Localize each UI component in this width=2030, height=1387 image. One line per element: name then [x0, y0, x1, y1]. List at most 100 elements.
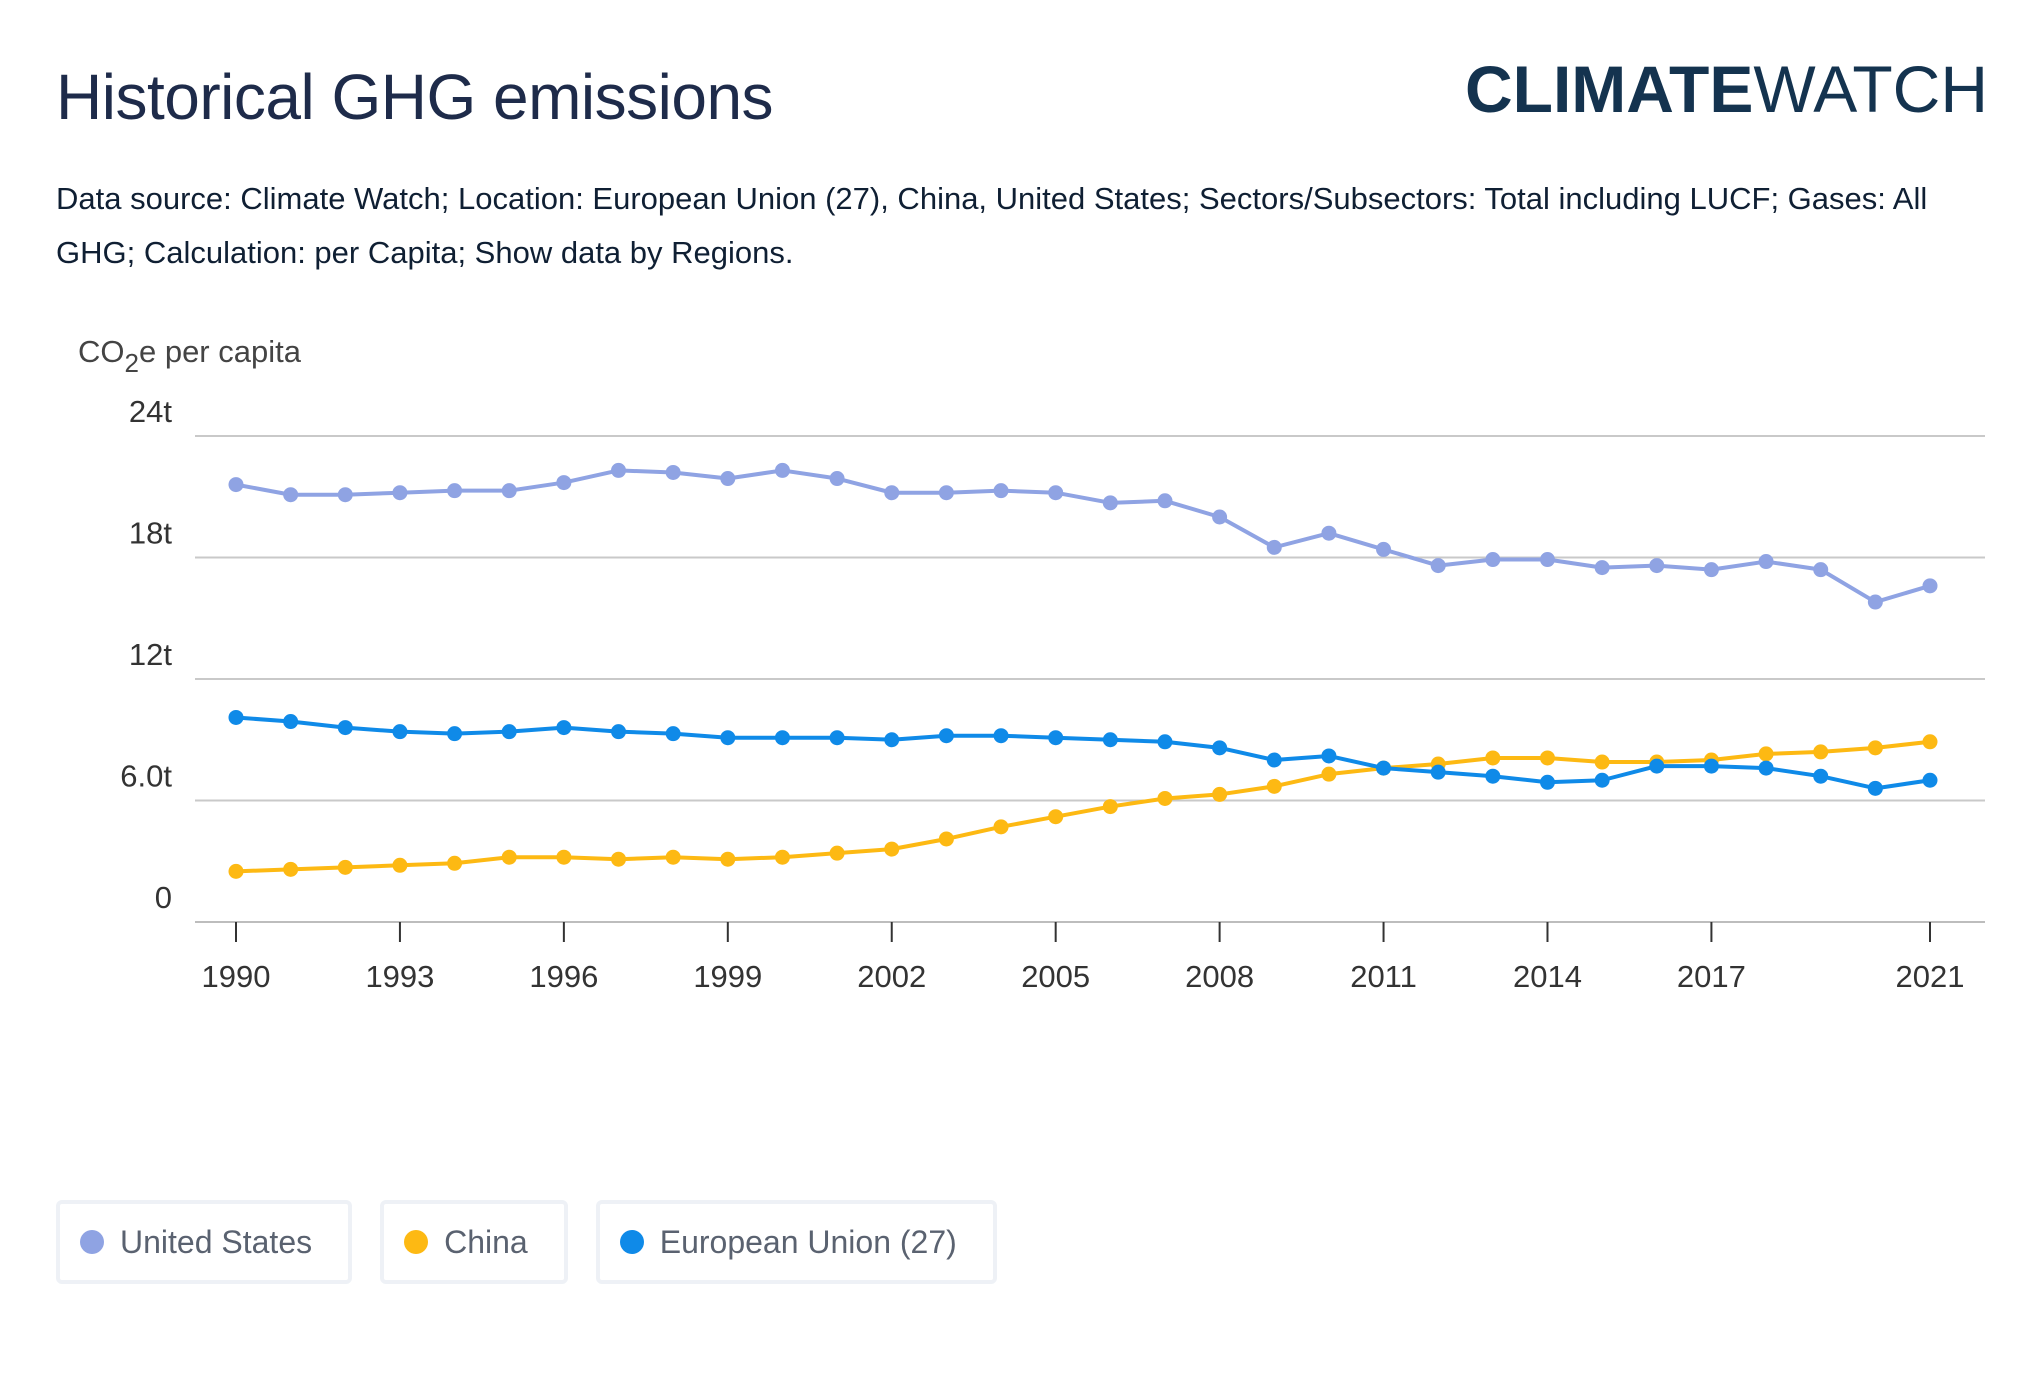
data-point: [774, 730, 790, 746]
legend-item-european-union-27[interactable]: European Union (27): [595, 1200, 997, 1284]
data-point: [829, 845, 845, 861]
data-point: [1266, 752, 1282, 768]
data-point: [720, 730, 736, 746]
series-european-union-27: [228, 709, 1938, 796]
data-point: [1813, 562, 1829, 578]
y-axis-label-pre: CO: [78, 334, 125, 369]
data-point: [1157, 734, 1173, 750]
chart-title: Historical GHG emissions: [56, 61, 774, 133]
data-point: [1758, 554, 1774, 570]
data-point: [392, 857, 408, 873]
data-point: [774, 849, 790, 865]
data-point: [774, 462, 790, 478]
x-tick-label: 1996: [529, 959, 598, 994]
data-point: [392, 724, 408, 740]
data-point: [1922, 734, 1938, 750]
data-point: [556, 475, 572, 491]
data-point: [1212, 509, 1228, 525]
legend-item-china[interactable]: China: [380, 1200, 568, 1284]
data-point: [1485, 750, 1501, 766]
data-point: [447, 483, 463, 499]
y-tick-label: 12t: [129, 637, 172, 672]
data-point: [337, 859, 353, 875]
data-point: [392, 485, 408, 501]
legend-item-united-states[interactable]: United States: [56, 1200, 353, 1284]
data-point: [1594, 754, 1610, 770]
data-point: [1376, 760, 1392, 776]
data-point: [1321, 748, 1337, 764]
data-point: [228, 709, 244, 725]
x-tick-label: 2002: [857, 959, 926, 994]
series-line: [235, 715, 1931, 791]
data-point: [1758, 746, 1774, 762]
legend-label: European Union (27): [659, 1223, 957, 1260]
data-point: [1867, 780, 1883, 796]
data-point: [501, 483, 517, 499]
series-group: [228, 462, 1938, 879]
logo-text-light: WATCH: [1753, 52, 1988, 126]
data-point: [1539, 552, 1555, 568]
data-point: [1321, 525, 1337, 541]
data-point: [938, 728, 954, 744]
logo-text-bold: CLIMATE: [1464, 52, 1754, 126]
data-point: [829, 730, 845, 746]
legend-dot-icon: [619, 1230, 644, 1254]
data-point: [829, 471, 845, 487]
data-point: [665, 464, 681, 480]
data-point: [611, 462, 627, 478]
series-line: [235, 468, 1931, 605]
legend-label: China: [444, 1223, 528, 1260]
data-point: [993, 483, 1009, 499]
data-point: [228, 863, 244, 879]
data-point: [1758, 760, 1774, 776]
data-point: [1430, 764, 1446, 780]
data-point: [1703, 758, 1719, 774]
x-tick-label: 2014: [1513, 959, 1582, 994]
data-point: [337, 487, 353, 503]
data-source-text: Data source: Climate Watch; Location: Eu…: [56, 181, 1928, 270]
data-point: [1376, 541, 1392, 557]
y-tick-labels: 0 6.0t 12t 18t 24t: [120, 394, 172, 915]
data-point: [1539, 774, 1555, 790]
data-point: [611, 851, 627, 867]
data-point: [1048, 730, 1064, 746]
data-point: [283, 861, 299, 877]
data-point: [611, 724, 627, 740]
y-tick-label: 18t: [129, 516, 172, 551]
data-point: [1813, 768, 1829, 784]
x-tick-label: 1990: [202, 959, 271, 994]
x-tick-label: 2021: [1896, 959, 1965, 994]
data-point: [1649, 558, 1665, 574]
data-point: [1321, 766, 1337, 782]
data-point: [501, 849, 517, 865]
y-axis-label-subscript: 2: [124, 348, 139, 378]
data-point: [1813, 744, 1829, 760]
x-axis: 1990 1993 1996 1999 2002 2005 2008 2011 2014 2017…: [202, 922, 1965, 994]
data-point: [993, 728, 1009, 744]
y-axis-label-post: e per capita: [138, 334, 301, 369]
legend-label: United States: [120, 1223, 313, 1260]
y-tick-label: 24t: [129, 394, 172, 429]
x-tick-label: 2017: [1677, 959, 1746, 994]
climatewatch-logo[interactable]: CLIMATEWATCH: [1465, 56, 1988, 122]
data-point: [283, 487, 299, 503]
data-point: [993, 819, 1009, 835]
series-line: [235, 739, 1931, 874]
data-point: [1867, 594, 1883, 610]
data-point: [556, 849, 572, 865]
x-tick-label: 2005: [1021, 959, 1090, 994]
data-point: [1485, 552, 1501, 568]
data-point: [665, 726, 681, 742]
data-point: [1539, 750, 1555, 766]
data-point: [556, 720, 572, 736]
data-point: [1048, 809, 1064, 825]
data-point: [501, 724, 517, 740]
data-point: [447, 855, 463, 871]
data-point: [1266, 539, 1282, 555]
data-point: [938, 831, 954, 847]
data-point: [720, 851, 736, 867]
data-point: [1157, 493, 1173, 509]
data-point: [1867, 740, 1883, 756]
data-point: [1157, 790, 1173, 806]
